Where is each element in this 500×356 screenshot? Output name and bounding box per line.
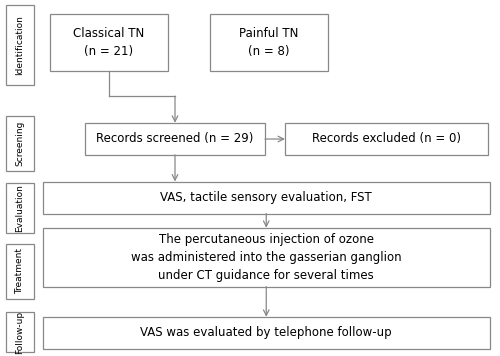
Bar (6, 244, 34, 299)
Bar (6, 312, 34, 352)
Text: Records screened (n = 29): Records screened (n = 29) (96, 132, 254, 145)
Text: Follow-up: Follow-up (15, 310, 24, 354)
Text: Classical TN
(n = 21): Classical TN (n = 21) (73, 27, 144, 58)
Text: Painful TN
(n = 8): Painful TN (n = 8) (239, 27, 298, 58)
Text: VAS, tactile sensory evaluation, FST: VAS, tactile sensory evaluation, FST (160, 191, 372, 204)
Text: Evaluation: Evaluation (15, 184, 24, 232)
Text: Identification: Identification (15, 15, 24, 75)
Text: Treatment: Treatment (15, 248, 24, 294)
Bar (42, 317, 490, 349)
Bar (50, 14, 168, 71)
Text: VAS was evaluated by telephone follow-up: VAS was evaluated by telephone follow-up (140, 326, 392, 339)
Bar (42, 228, 490, 287)
Text: Records excluded (n = 0): Records excluded (n = 0) (312, 132, 461, 145)
Bar (85, 123, 265, 155)
Bar (6, 5, 34, 85)
Text: Screening: Screening (15, 121, 24, 166)
Bar (6, 183, 34, 233)
Bar (6, 116, 34, 171)
Bar (210, 14, 328, 71)
Bar (285, 123, 488, 155)
Text: The percutaneous injection of ozone
was administered into the gasserian ganglion: The percutaneous injection of ozone was … (131, 233, 402, 282)
Bar (42, 182, 490, 214)
